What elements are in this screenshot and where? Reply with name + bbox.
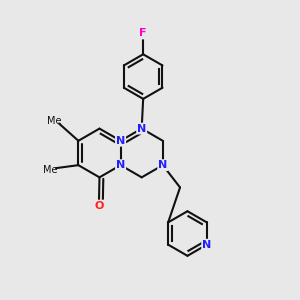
Text: N: N [202,240,212,250]
Text: N: N [137,124,146,134]
Text: F: F [140,28,147,38]
Text: Me: Me [47,116,62,126]
Text: N: N [158,160,167,170]
Text: O: O [94,201,104,211]
Text: N: N [116,160,125,170]
Text: N: N [116,136,125,146]
Text: Me: Me [43,165,57,175]
